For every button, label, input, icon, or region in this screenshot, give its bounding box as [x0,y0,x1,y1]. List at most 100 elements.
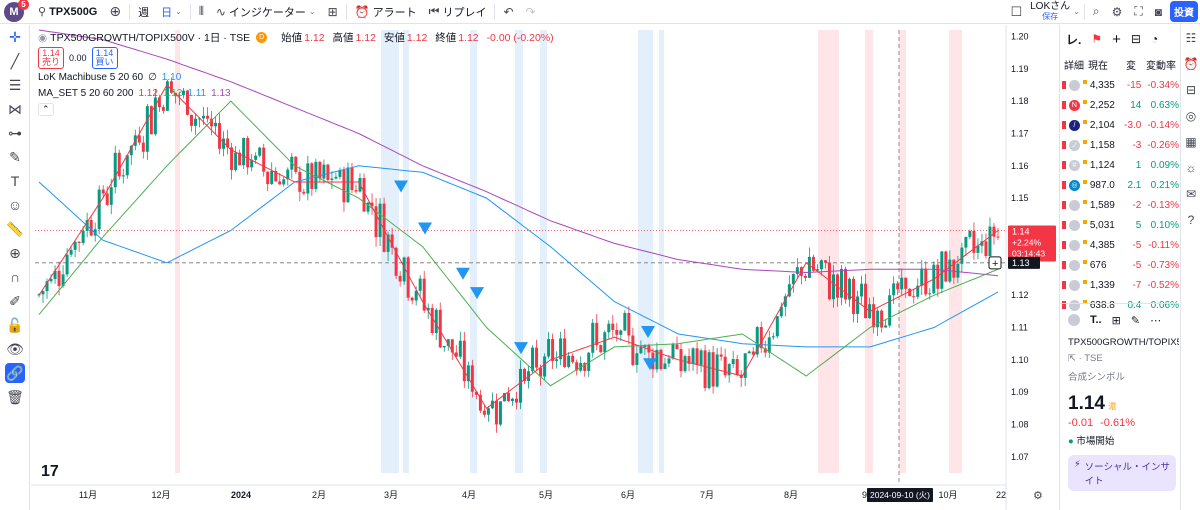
edit-icon[interactable]: ✎ [1130,314,1141,327]
text-tool[interactable]: T [0,169,30,193]
time-tick-label: 3月 [384,490,398,500]
more-icon[interactable]: ⋯ [1150,314,1162,327]
hotlist-toggle[interactable]: ◎ [1181,103,1200,129]
watchlist-row[interactable]: 4,335 -15 -0.34% [1060,75,1179,95]
col-change-pct[interactable]: 変動率 [1146,60,1176,72]
square-icon: ☐ [1010,3,1023,19]
emoji-tool[interactable]: ☺ [0,193,30,217]
sell-button[interactable]: 1.14 売り [38,47,65,69]
pencil-lock-icon: ✐ [9,292,21,309]
alert-button[interactable]: ⏰ アラート [349,0,423,24]
candle-body [506,393,510,402]
candle-body [723,356,727,376]
candle-body [563,338,567,367]
watchlist-row[interactable]: ノ 1,158 -3 -0.26% [1060,135,1179,155]
replay-button[interactable]: ⏮ リプレイ [423,0,493,24]
candle-body [69,249,73,255]
interval-day-button[interactable]: 日 ⌄ [155,0,188,24]
quick-search-button[interactable]: ⌕ [1087,0,1106,24]
col-last[interactable]: 現在 [1088,60,1108,72]
candle-body [53,270,57,279]
data-window-toggle[interactable]: ⊟ [1181,77,1200,103]
pattern-tool[interactable]: ⋈ [0,97,30,121]
app-logo[interactable]: M 5 [4,0,29,22]
trade-button[interactable]: 投資 [1168,0,1200,24]
fullscreen-icon: ⛶ [1134,4,1143,18]
col-change[interactable]: 変 [1126,60,1136,72]
chat-toggle[interactable]: ✉ [1181,181,1200,207]
indicator-legend-maset[interactable]: MA_SET 5 20 60 200 1.12 1.12 1.11 1.13 [38,88,231,99]
watchlist-toggle[interactable]: ☷ [1181,25,1200,51]
alerts-toggle[interactable]: ⏰ [1181,51,1200,77]
candle-body [314,161,318,189]
price-chart[interactable]: 1.20 1.19 1.18 1.17 1.16 1.15 1.14 1.13 1.12 1.11… [31,25,1058,510]
layout-toggle-icon[interactable]: ⊟ [1130,32,1141,46]
help-toggle[interactable]: ? [1181,207,1200,233]
watchlist-title[interactable]: レ. [1066,32,1082,47]
candle-body [872,304,876,328]
delete-tool[interactable]: 🗑 [0,385,30,409]
buy-button[interactable]: 1.14 買い [91,47,118,69]
forecast-tool[interactable]: ⊶ [0,121,30,145]
candle-body [547,339,551,357]
watchlist-row[interactable]: / 2,104 -3.0 -0.14% [1060,115,1179,135]
watchlist-row[interactable]: N 2,252 14 0.63% [1060,95,1179,115]
detail-symbol[interactable]: T.. [1090,314,1102,326]
candle-body [848,278,852,300]
chart-title[interactable]: TPX500GROWTH/TOPIX500V · 1日 · TSE [50,32,251,44]
layouts-button[interactable]: ⊞ [322,0,344,24]
interval-week-label: 週 [138,6,150,19]
candle-body [214,122,218,127]
watchlist-row[interactable]: 676 -5 -0.73% [1060,255,1179,275]
crosshair-tool[interactable]: ✛ [0,25,30,49]
indicator-legend-machibuse[interactable]: LoK Machibuse 5 20 60 ∅ 1.10 [38,72,181,83]
watchlist-row[interactable]: ◎ 987.0 2.1 0.21% [1060,175,1179,195]
watchlist-row[interactable]: 5,031 5 0.10% [1060,215,1179,235]
redo-button[interactable]: ↷ [520,0,542,24]
undo-button[interactable]: ↶ [497,0,519,24]
social-insight-button[interactable]: ⚡ ソーシャル・インサイト [1068,455,1176,491]
col-symbol[interactable]: 詳細 [1064,60,1084,72]
calendar-toggle[interactable]: ▦ [1181,129,1200,155]
compare-button[interactable]: ⊕ [103,0,127,24]
eye-toggle-icon[interactable]: ◉ [38,31,48,44]
watchlist-row[interactable]: 1,589 -2 -0.13% [1060,195,1179,215]
watchlist-row[interactable]: 638.8 0.4 0.06% [1060,295,1179,315]
lock-tool[interactable]: 🔓 [0,313,30,337]
trendline-tool[interactable]: ╱ [0,49,30,73]
flag-icon[interactable]: ⚑ [1091,32,1103,46]
fullscreen-button[interactable]: ⛶ [1128,0,1148,24]
watchlist-row[interactable]: 4,385 -5 -0.11% [1060,235,1179,255]
brush-tool[interactable]: ✎ [0,145,30,169]
change-percent: 0.09% [1150,159,1179,171]
watchlist-row[interactable]: #1,124 1 0.09% [1060,155,1179,175]
collapse-legend-button[interactable]: ⌃ [38,103,54,116]
user-menu[interactable]: LOKさん 保存 ⌄ [1028,0,1082,24]
lock-drawing-tool[interactable]: ✐ [0,289,30,313]
undo-icon: ↶ [503,4,514,19]
symbol-search[interactable]: ⚲ TPX500G [32,0,103,24]
chart-pane[interactable]: 1.20 1.19 1.18 1.17 1.16 1.15 1.14 1.13 1.12 1.11… [31,25,1058,510]
candle-body [763,348,767,353]
ruler-tool[interactable]: 📏 [0,217,30,241]
visibility-tool[interactable]: 👁 [0,337,30,361]
link-icon: 🔗 [5,363,25,383]
watchlist-row[interactable]: 1,339 -7 -0.52% [1060,275,1179,295]
sync-drawings-tool[interactable]: 🔗 [0,361,30,385]
ideas-toggle[interactable]: ☼ [1181,155,1200,181]
layout-checkbox[interactable]: ☐ [1004,0,1028,24]
fib-tool[interactable]: ☰ [0,73,30,97]
grid-icon[interactable]: ⊞ [1111,314,1121,327]
zoom-tool[interactable]: ⊕ [0,241,30,265]
candle-body [603,332,607,353]
change-percent: -0.11% [1148,239,1179,251]
screenshot-button[interactable]: ◙ [1149,0,1168,24]
chart-type-button[interactable]: ⫴ [193,0,210,24]
add-symbol-icon[interactable]: + [1112,30,1121,48]
magnet-tool[interactable]: ∩ [0,265,30,289]
indicators-button[interactable]: ∿ インジケーター ⌄ [210,0,322,24]
pie-icon[interactable]: ◔ [1150,32,1159,46]
candle-body [242,138,246,166]
interval-week-button[interactable]: 週 [132,0,155,24]
settings-button[interactable]: ⚙ [1106,0,1129,24]
